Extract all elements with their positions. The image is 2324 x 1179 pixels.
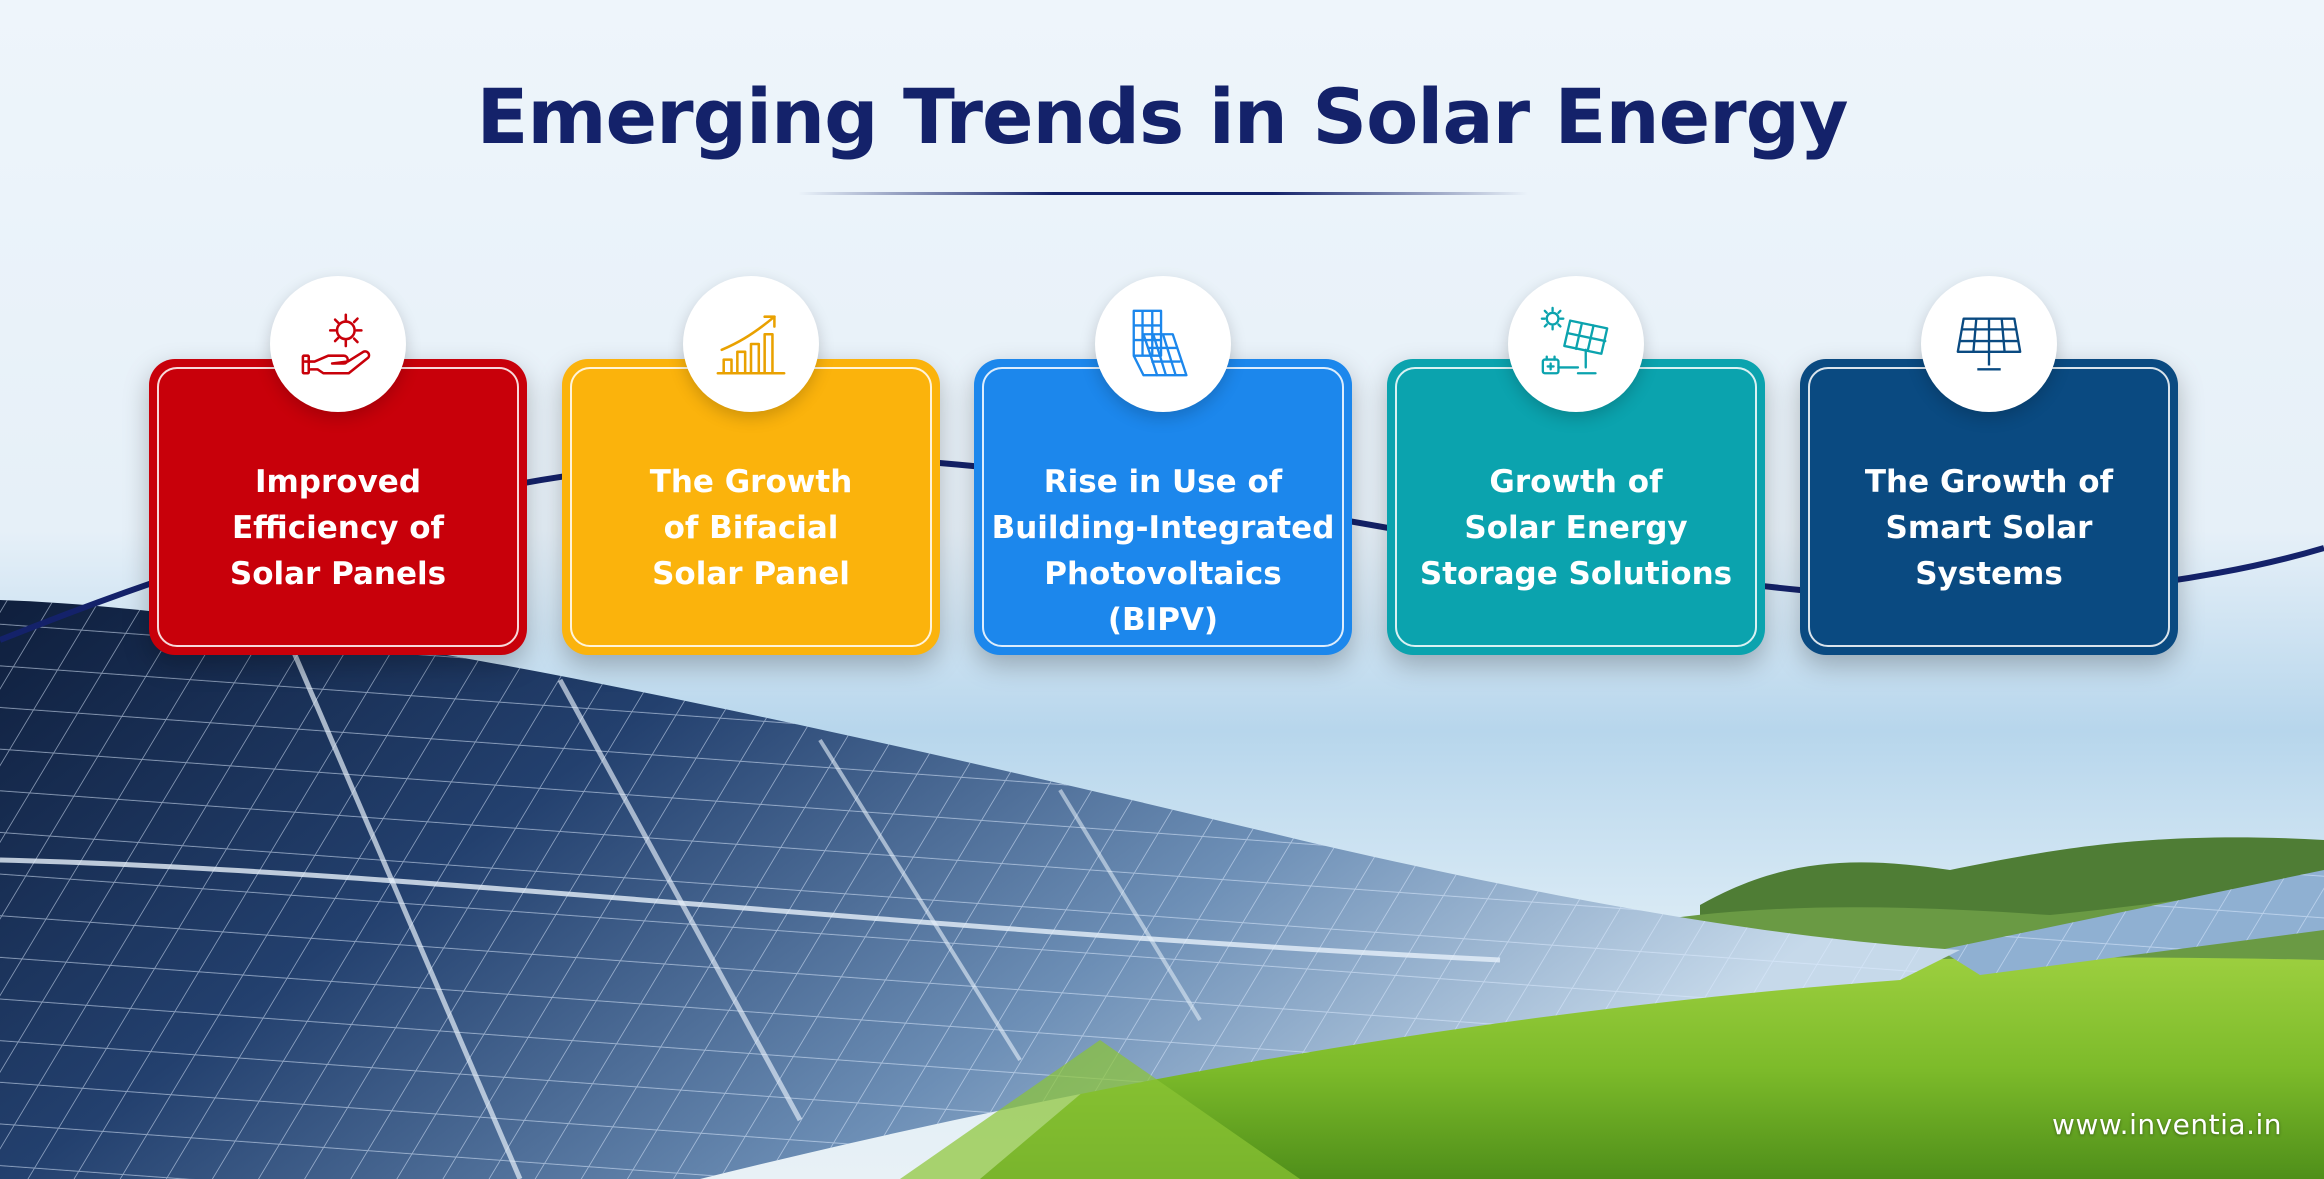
trend-card-label: The Growth of Smart Solar Systems: [1864, 464, 2114, 592]
trend-card-label: Growth of Solar Energy Storage Solutions: [1419, 464, 1733, 592]
hand-gear-icon: [270, 276, 406, 412]
solar-storage-icon: [1508, 276, 1644, 412]
trend-card-label: Improved Efficiency of Solar Panels: [229, 464, 447, 592]
trend-card-label: The Growth of Bifacial Solar Panel: [649, 464, 853, 592]
page-title: Emerging Trends in Solar Energy: [476, 72, 1848, 161]
smart-solar-panel-icon: [1921, 276, 2057, 412]
trend-card-bipv: Rise in Use of Building-Integrated Photo…: [974, 359, 1352, 655]
website-url: www.inventia.in: [2052, 1108, 2282, 1141]
trend-card-label: Rise in Use of Building-Integrated Photo…: [991, 464, 1335, 638]
title-divider: [798, 192, 1528, 195]
growth-chart-icon: [683, 276, 819, 412]
trend-card-solar-efficiency: Improved Efficiency of Solar Panels: [149, 359, 527, 655]
bipv-panels-icon: [1095, 276, 1231, 412]
